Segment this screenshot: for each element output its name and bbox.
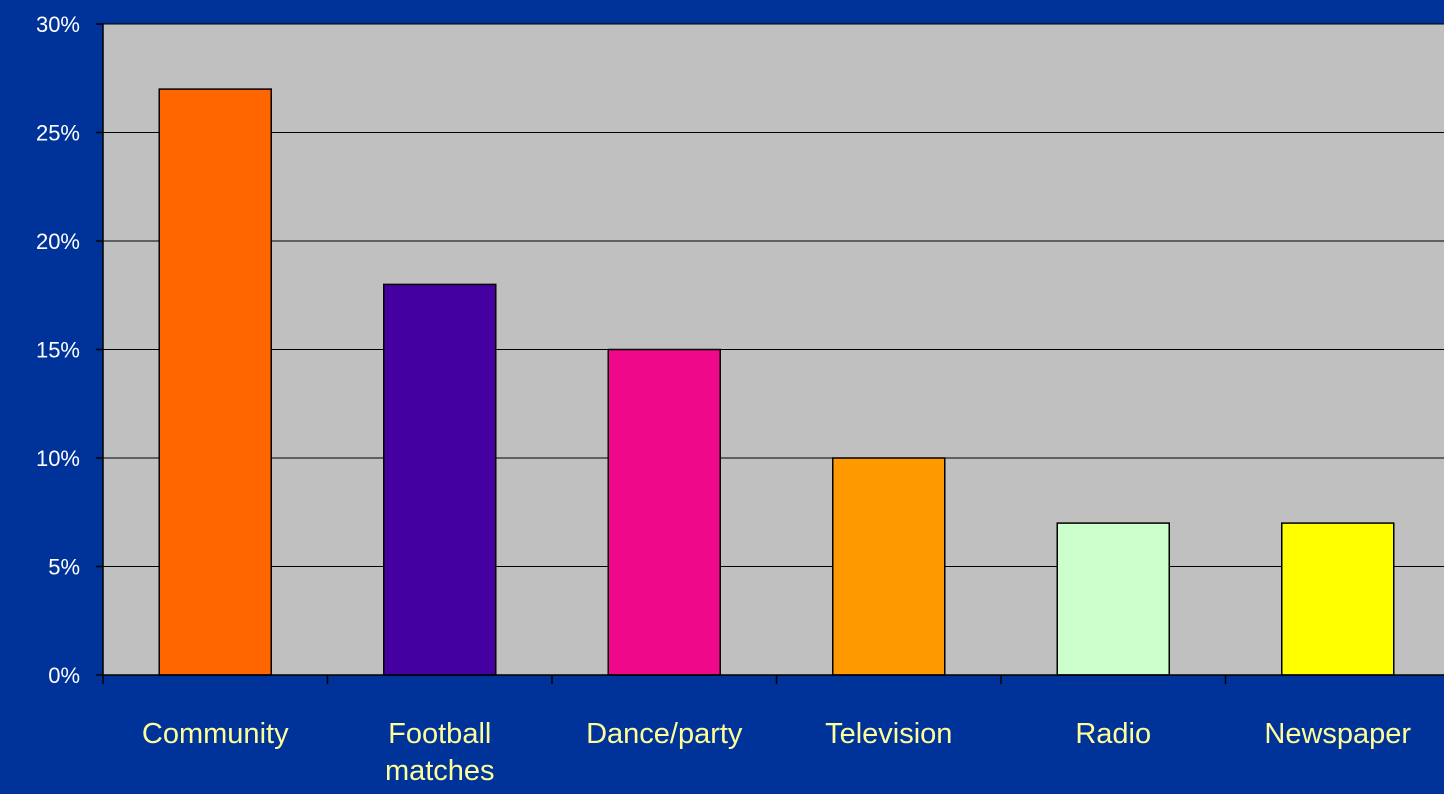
y-tick-label: 15% — [36, 338, 80, 363]
bar — [607, 348, 721, 676]
y-tick-labels: 0% 5% 10% 15% 20% 25% 30% — [36, 12, 80, 688]
bar — [1281, 522, 1395, 676]
y-tick-label: 10% — [36, 446, 80, 471]
bar — [158, 88, 272, 676]
axes — [96, 23, 1444, 684]
x-tick-label: Football matches — [385, 718, 495, 787]
x-tick-label: Dance/party — [586, 718, 743, 750]
y-tick-label: 5% — [48, 555, 80, 580]
y-tick-label: 0% — [48, 663, 80, 688]
x-tick-label: Television — [825, 718, 952, 750]
x-tick-label: Radio — [1075, 718, 1151, 750]
x-tick-label: Community — [142, 718, 289, 750]
bar — [832, 457, 946, 676]
bar — [383, 283, 497, 676]
bar — [1056, 522, 1170, 676]
y-tick-label: 30% — [36, 12, 80, 37]
y-tick-label: 25% — [36, 121, 80, 146]
gridlines — [103, 23, 1444, 567]
x-tick-label: Newspaper — [1264, 718, 1411, 750]
x-tick-labels: Community Football matches Dance/party Telev… — [142, 718, 1412, 787]
y-tick-label: 20% — [36, 229, 80, 254]
bars — [158, 88, 1395, 676]
